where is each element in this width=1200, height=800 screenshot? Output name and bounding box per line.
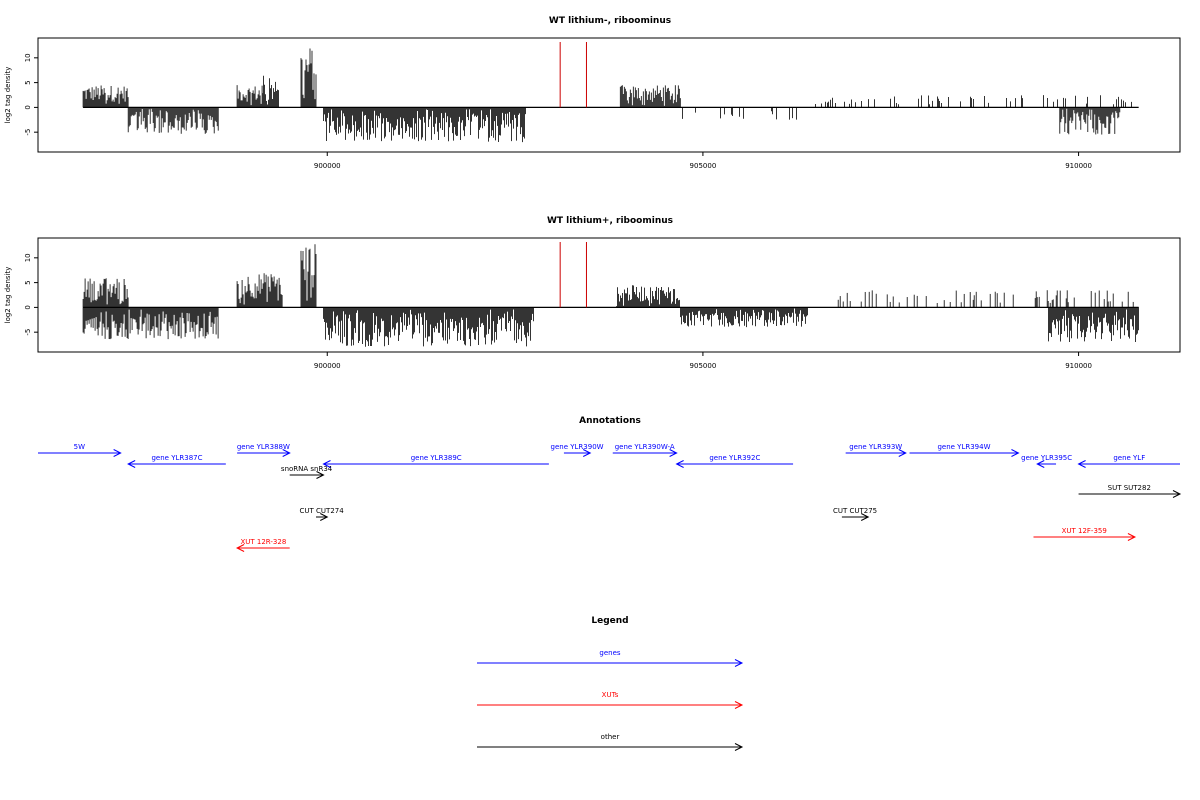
- track-2-markers: [559, 242, 587, 308]
- annotation-label: gene YLF: [1113, 454, 1145, 462]
- feature-arrowhead: [1036, 460, 1045, 468]
- track-1-y-axis: -5 0 5 10: [24, 53, 39, 136]
- annotation-feature: gene YLR392C: [675, 454, 794, 468]
- feature-arrowhead: [235, 544, 245, 552]
- feature-arrowhead: [282, 449, 291, 457]
- feature-arrowhead: [734, 659, 744, 667]
- annotation-label: CUT CUT275: [833, 507, 877, 515]
- legend-entry-xuts: XUTs: [477, 691, 744, 709]
- legend-title: Legend: [591, 616, 628, 626]
- annotation-feature: XUT 12R-328: [235, 538, 290, 552]
- annotations-title: Annotations: [579, 416, 641, 426]
- annotation-feature: gene YLR387C: [127, 454, 226, 468]
- track-1-title: WT lithium-, riboominus: [549, 16, 671, 26]
- legend-label: genes: [599, 649, 620, 657]
- y-tick-label: -5: [24, 129, 32, 136]
- annotation-feature: CUT CUT275: [833, 507, 877, 521]
- annotation-feature: gene YLR395C: [1021, 454, 1072, 468]
- annotation-feature: gene YLR394W: [909, 443, 1020, 457]
- track-2-y-axis: -5 0 5 10: [24, 253, 39, 336]
- feature-arrowhead: [127, 460, 136, 468]
- track-panel-1: WT lithium-, riboominus log2 tag density…: [4, 16, 1181, 170]
- annotation-label: gene YLR387C: [151, 454, 202, 462]
- x-tick-label: 910000: [1065, 362, 1092, 370]
- legend-entries: genes XUTs other: [477, 649, 744, 751]
- annotation-label: gene YLR395C: [1021, 454, 1072, 462]
- y-tick-label: -5: [24, 329, 32, 336]
- annotations-panel: Annotations 5W gene YLR387C gene YLR388W sn…: [38, 416, 1182, 552]
- annotation-label: gene YLR388W: [237, 443, 290, 451]
- x-tick-label: 905000: [690, 362, 717, 370]
- legend-entry-other: other: [477, 733, 744, 751]
- annotation-feature: gene YLR388W: [237, 443, 291, 457]
- track-2-title: WT lithium+, riboominus: [547, 216, 673, 226]
- feature-arrowhead: [1172, 490, 1182, 498]
- track-1-plot-frame: [37, 37, 1181, 153]
- annotation-feature: snoRNA snR34: [281, 465, 333, 479]
- annotation-feature: gene YLF: [1077, 454, 1180, 468]
- annotation-label: gene YLR392C: [709, 454, 760, 462]
- feature-arrowhead: [1127, 533, 1137, 541]
- feature-arrowhead: [1011, 449, 1020, 457]
- track-panel-2: WT lithium+, riboominus log2 tag density…: [4, 216, 1181, 370]
- feature-arrowhead: [322, 460, 331, 468]
- y-tick-label: 0: [24, 105, 32, 109]
- feature-arrowhead: [113, 449, 122, 457]
- annotation-features: 5W gene YLR387C gene YLR388W snoRNA snR34 ge…: [38, 443, 1182, 552]
- annotation-feature: XUT 12F-359: [1033, 527, 1137, 541]
- feature-arrowhead: [734, 743, 744, 751]
- x-tick-label: 910000: [1065, 162, 1092, 170]
- annotation-label: SUT SUT282: [1108, 484, 1151, 492]
- track-1-markers: [559, 42, 587, 108]
- track-2-x-axis: 900000 905000 910000: [314, 352, 1092, 370]
- legend-label: other: [601, 733, 620, 741]
- annotation-label: XUT 12R-328: [240, 538, 286, 546]
- x-tick-label: 905000: [690, 162, 717, 170]
- annotation-label: CUT CUT274: [300, 507, 345, 515]
- y-tick-label: 5: [24, 80, 32, 84]
- annotation-label: gene YLR390W: [551, 443, 604, 451]
- track-2-ylabel: log2 tag density: [4, 267, 12, 324]
- annotation-label: 5W: [74, 443, 85, 451]
- annotation-feature: CUT CUT274: [300, 507, 345, 521]
- annotation-label: gene YLR393W: [849, 443, 902, 451]
- legend-entry-genes: genes: [477, 649, 744, 667]
- track-2-signal-bars: [82, 244, 1139, 347]
- annotation-label: gene YLR394W: [937, 443, 990, 451]
- track-2-plot-frame: [37, 237, 1181, 353]
- annotation-feature: 5W: [38, 443, 122, 457]
- y-tick-label: 0: [24, 305, 32, 309]
- annotation-label: snoRNA snR34: [281, 465, 333, 473]
- annotation-feature: gene YLR393W: [845, 443, 907, 457]
- track-1-x-axis: 900000 905000 910000: [314, 152, 1092, 170]
- y-tick-label: 10: [24, 53, 32, 62]
- annotation-label: gene YLR389C: [411, 454, 462, 462]
- y-tick-label: 10: [24, 253, 32, 262]
- track-1-ylabel: log2 tag density: [4, 67, 12, 124]
- feature-arrowhead: [734, 701, 744, 709]
- x-tick-label: 900000: [314, 362, 341, 370]
- y-tick-label: 5: [24, 280, 32, 284]
- annotation-feature: gene YLR390W: [551, 443, 604, 457]
- track-1-signal-bars: [82, 48, 1139, 143]
- feature-arrowhead: [316, 471, 325, 479]
- feature-arrowhead: [675, 460, 684, 468]
- legend-label: XUTs: [602, 691, 619, 699]
- feature-arrowhead: [860, 513, 870, 521]
- annotation-feature: gene YLR390W-A: [612, 443, 678, 457]
- annotation-feature: gene YLR389C: [322, 454, 549, 468]
- annotation-label: gene YLR390W-A: [615, 443, 675, 451]
- annotation-label: XUT 12F-359: [1062, 527, 1107, 535]
- feature-arrowhead: [320, 513, 329, 521]
- legend-panel: Legend genes XUTs other: [477, 616, 744, 751]
- x-tick-label: 900000: [314, 162, 341, 170]
- annotation-feature: SUT SUT282: [1078, 484, 1182, 498]
- feature-arrowhead: [1077, 460, 1086, 468]
- feature-arrowhead: [669, 449, 678, 457]
- feature-arrowhead: [898, 449, 907, 457]
- feature-arrowhead: [582, 449, 592, 457]
